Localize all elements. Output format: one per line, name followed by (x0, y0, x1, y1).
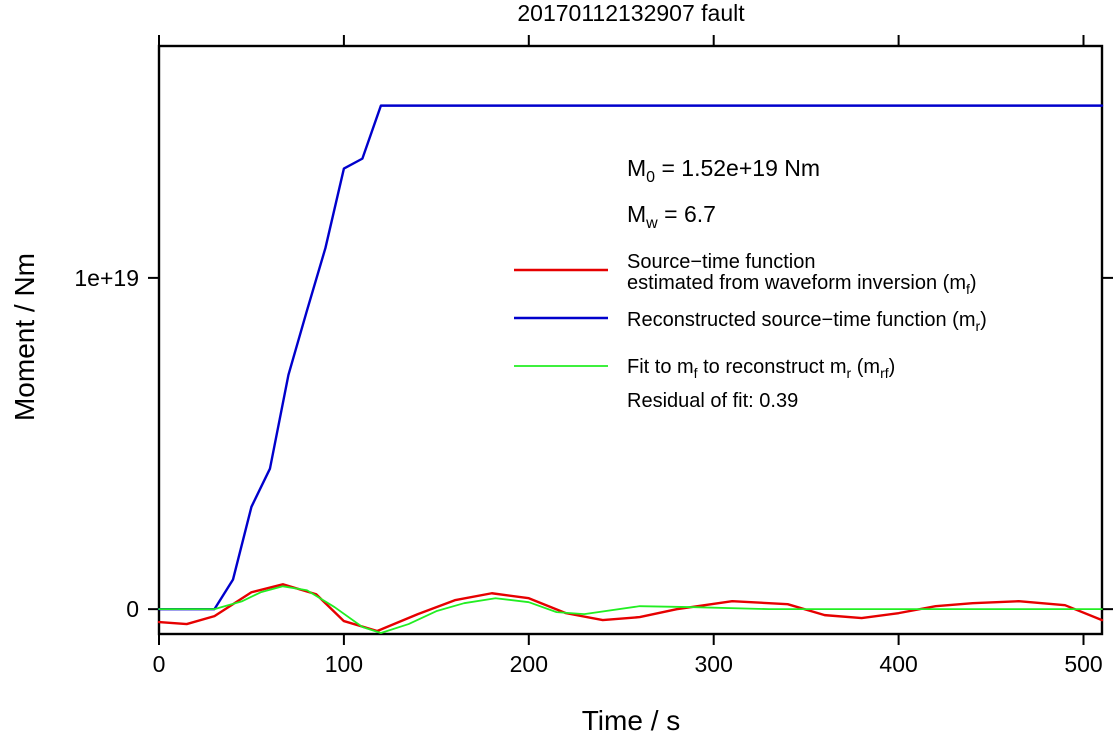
y-tick-label-1: 1e+19 (74, 265, 139, 291)
legend-label-estimated-line1: Source−time function (627, 251, 815, 273)
legend-label-estimated-line2: estimated from waveform inversion (mf) (627, 272, 977, 297)
chart-title: 20170112132907 fault (517, 0, 745, 26)
y-tick-label-0: 0 (126, 596, 139, 622)
series-line-estimated (157, 583, 1104, 633)
m0-annotation: M0 = 1.52e+19 Nm (627, 155, 820, 186)
x-tick-label-0: 0 (153, 651, 166, 677)
y-axis-label: Moment / Nm (9, 253, 40, 421)
legend-label-fit: Fit to mf to reconstruct mr (mrf) (627, 356, 895, 381)
plot-frame (157, 44, 1104, 636)
residual-annotation: Residual of fit: 0.39 (627, 390, 798, 412)
x-tick-label-400: 400 (879, 651, 917, 677)
x-tick-label-500: 500 (1064, 651, 1102, 677)
x-tick-label-300: 300 (695, 651, 733, 677)
legend-label-reconstructed: Reconstructed source−time function (mr) (627, 309, 987, 334)
legend: Source−time function estimated from wave… (514, 251, 987, 412)
mw-annotation: Mw = 6.7 (627, 201, 716, 232)
x-axis-label: Time / s (582, 705, 681, 736)
x-tick-label-100: 100 (325, 651, 363, 677)
series-line-reconstructed (157, 104, 1104, 611)
x-tick-label-200: 200 (510, 651, 548, 677)
series-line-fit (158, 585, 1103, 634)
